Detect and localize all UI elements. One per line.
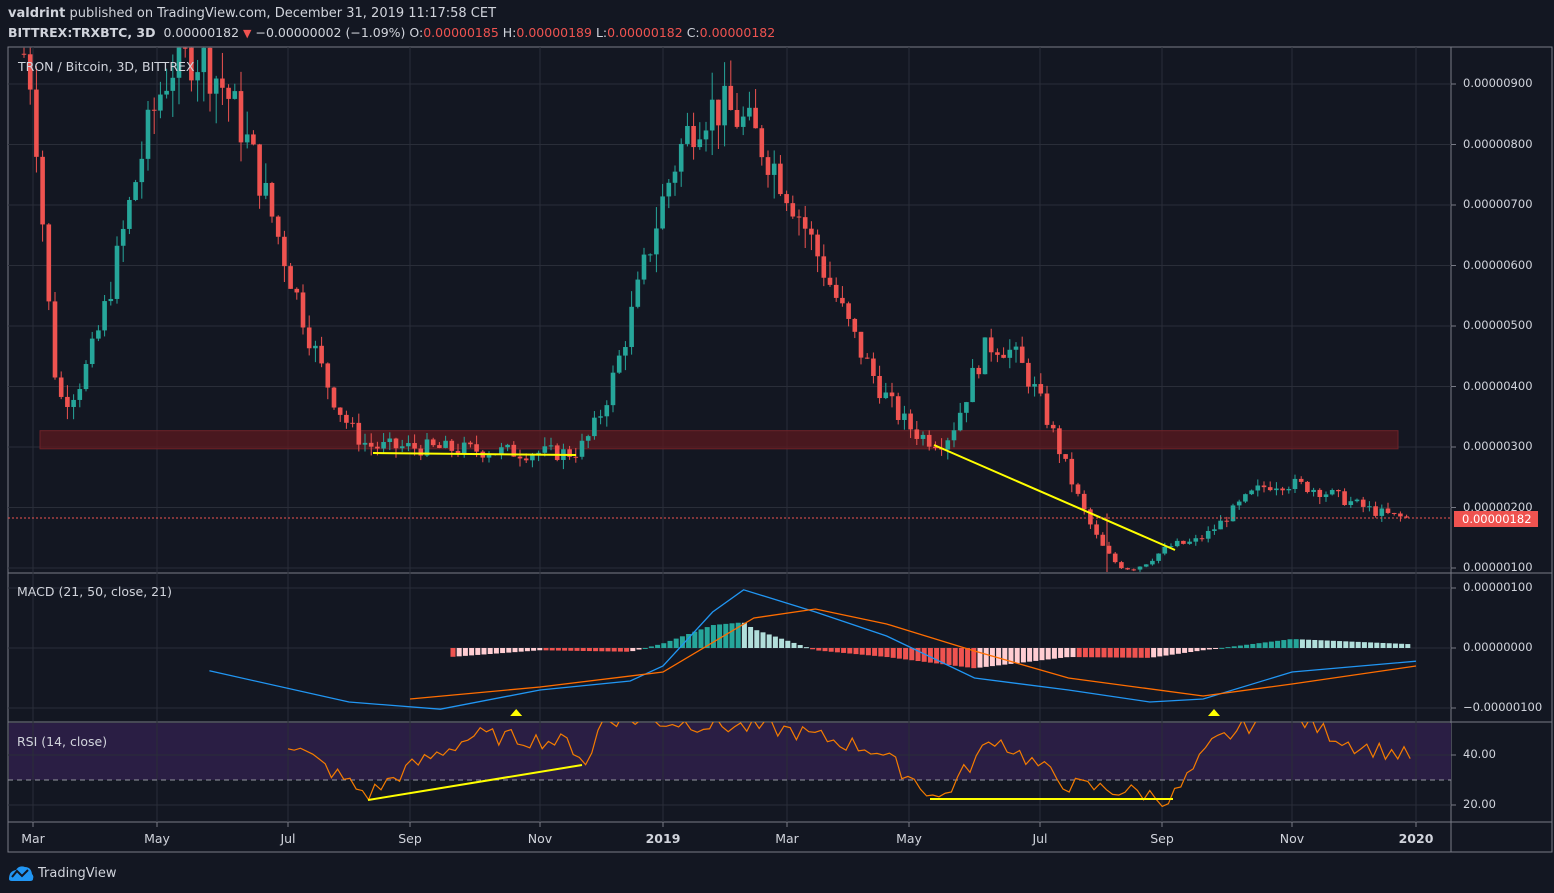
symbol-name: BITTREX:TRXBTC, 3D	[8, 25, 156, 40]
candles	[21, 47, 1409, 572]
open-label: O:	[409, 25, 424, 40]
time-tick-label: Jul	[1032, 831, 1048, 846]
time-tick-label: Nov	[527, 831, 553, 846]
time-tick-label: Mar	[775, 831, 799, 846]
time-tick-label: Jul	[280, 831, 296, 846]
high-label: H:	[502, 25, 517, 40]
close-value: 0.00000182	[699, 25, 776, 40]
macd-pane-title: MACD (21, 50, close, 21)	[17, 584, 172, 599]
time-tick-label: Nov	[1279, 831, 1305, 846]
close-label: C:	[686, 25, 700, 40]
macd-tick-label: −0.00000100	[1463, 700, 1543, 714]
high-value: 0.00000189	[516, 25, 592, 40]
price-tick-label: 0.00000900	[1463, 76, 1533, 90]
price-change: −0.00000002 (−1.09%)	[255, 25, 406, 40]
rsi-pane-title: RSI (14, close)	[17, 734, 108, 749]
macd-tick-label: 0.00000100	[1463, 580, 1533, 594]
rsi-tick-label: 20.00	[1463, 797, 1496, 811]
low-label: L:	[595, 25, 608, 40]
price-tick-label: 0.00000500	[1463, 318, 1533, 332]
time-tick-label: 2020	[1398, 831, 1434, 846]
publish-info: valdrint published on TradingView.com, D…	[8, 6, 496, 21]
time-tick-label: May	[144, 831, 170, 846]
author-name[interactable]: valdrint	[8, 6, 66, 21]
main-pane-title: TRON / Bitcoin, 3D, BITTREX	[18, 59, 195, 74]
last-price: 0.00000182	[163, 25, 240, 40]
macd-tick-label: 0.00000000	[1463, 640, 1533, 654]
brand-name: TradingView	[38, 865, 117, 881]
price-tick-label: 0.00000700	[1463, 197, 1533, 211]
symbol-legend: BITTREX:TRXBTC, 3D 0.00000182 ▼ −0.00000…	[8, 25, 775, 40]
time-tick-label: 2019	[645, 831, 681, 846]
tradingview-logo-icon	[9, 866, 34, 881]
low-value: 0.00000182	[607, 25, 683, 40]
time-tick-label: Mar	[21, 831, 45, 846]
price-tick-label: 0.00000800	[1463, 136, 1533, 151]
price-tick-label: 0.00000400	[1463, 378, 1533, 393]
time-tick-label: May	[896, 831, 922, 846]
price-tick-label: 0.00000600	[1463, 257, 1533, 272]
rsi-tick-label: 40.00	[1463, 747, 1496, 761]
current-price-tag: 0.00000182	[1454, 511, 1538, 527]
down-triangle-icon: ▼	[243, 27, 252, 40]
price-tick-label: 0.00000200	[1463, 499, 1533, 514]
time-tick-label: Sep	[398, 831, 422, 846]
price-tick-label: 0.00000100	[1463, 560, 1533, 574]
tradingview-logo[interactable]: TradingView	[8, 864, 117, 882]
published-text: published on TradingView.com, December 3…	[69, 6, 497, 21]
time-tick-label: Sep	[1150, 831, 1174, 846]
price-tick-label: 0.00000300	[1463, 439, 1533, 453]
open-value: 0.00000185	[423, 25, 499, 40]
